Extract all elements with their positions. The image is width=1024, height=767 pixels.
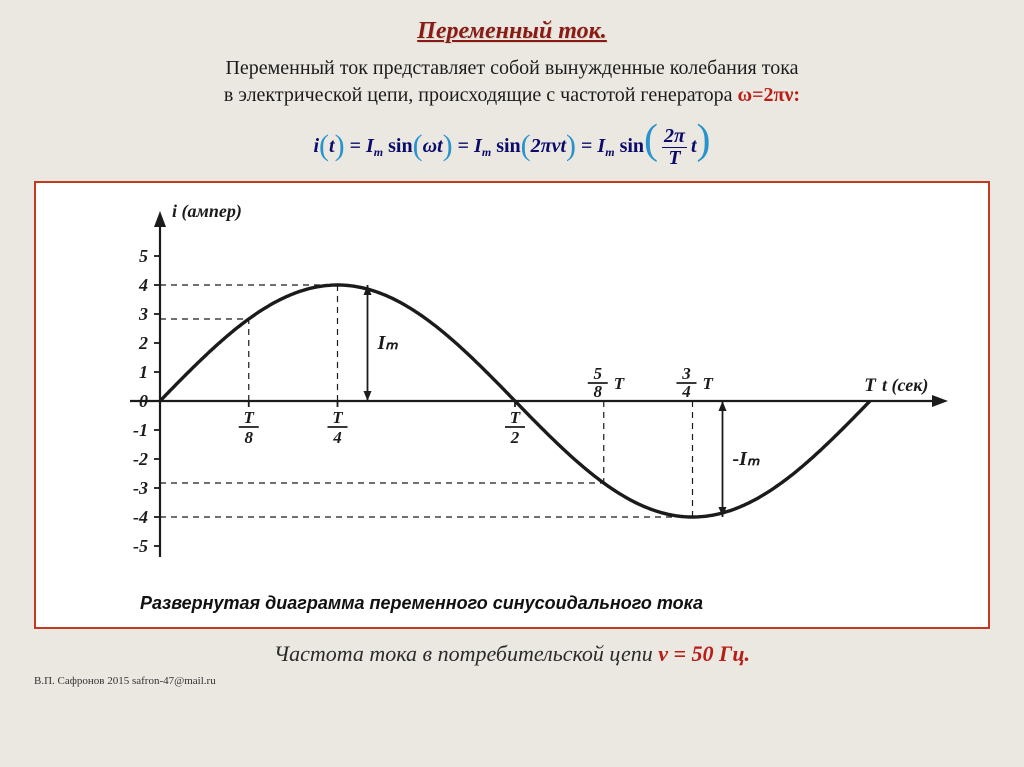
svg-text:t (сек): t (сек): [882, 375, 928, 396]
eq-wt: ωt: [423, 135, 443, 157]
sine-chart: i (ампер)t (сек)543210-1-2-3-4-5T8T4IₘT2…: [50, 191, 960, 621]
svg-text:-Iₘ: -Iₘ: [733, 448, 760, 470]
svg-text:-5: -5: [133, 536, 148, 556]
eq-Im2: I: [474, 135, 482, 157]
svg-text:-1: -1: [133, 420, 148, 440]
eq-sin3: sin: [620, 135, 644, 157]
svg-text:2: 2: [138, 333, 148, 353]
paren-icon: (: [644, 117, 658, 163]
eq-m: m: [374, 145, 383, 159]
eq-T: T: [662, 148, 687, 169]
lead-omega: ω=2πν: [738, 84, 794, 106]
svg-text:T: T: [703, 374, 714, 393]
chart-frame: i (ампер)t (сек)543210-1-2-3-4-5T8T4IₘT2…: [34, 181, 990, 629]
paren-icon: (: [413, 129, 423, 162]
svg-text:Iₘ: Iₘ: [377, 332, 399, 354]
lead-text: Переменный ток представляет собой вынужд…: [34, 55, 990, 109]
lead-line2-pre: в электрической цепи, происходящие с час…: [224, 84, 738, 106]
svg-text:1: 1: [139, 362, 148, 382]
equation: i(t) = Im sin(ωt) = Im sin(2πνt) = Im si…: [34, 115, 990, 169]
svg-text:T: T: [510, 408, 521, 427]
svg-text:Развернутая диаграмма переменн: Развернутая диаграмма переменного синусо…: [140, 593, 703, 613]
eq-m3: m: [605, 145, 614, 159]
svg-text:5: 5: [139, 246, 148, 266]
eq-sign: =: [458, 135, 474, 157]
svg-text:8: 8: [245, 428, 254, 447]
eq-m2: m: [482, 145, 491, 159]
paren-icon: ): [335, 129, 345, 162]
credit-line: В.П. Сафронов 2015 safron-47@mail.ru: [34, 675, 990, 687]
svg-text:8: 8: [594, 382, 603, 401]
eq-2pi: 2π: [662, 126, 687, 148]
eq-t: t: [329, 135, 335, 157]
svg-text:-4: -4: [133, 507, 148, 527]
svg-text:-3: -3: [133, 478, 148, 498]
svg-text:T: T: [332, 408, 343, 427]
page-title: Переменный ток.: [34, 18, 990, 45]
svg-text:-2: -2: [133, 449, 148, 469]
svg-text:4: 4: [332, 428, 342, 447]
paren-icon: (: [319, 129, 329, 162]
svg-text:T: T: [614, 374, 625, 393]
eq-sin2: sin: [496, 135, 520, 157]
bottom-note: Частота тока в потребительской цепи ν = …: [34, 641, 990, 667]
eq-2pnt: 2πνt: [531, 135, 566, 157]
lead-colon: :: [793, 84, 800, 106]
svg-text:2: 2: [510, 428, 520, 447]
bottom-value: ν = 50 Гц.: [658, 641, 750, 666]
paren-icon: (: [521, 129, 531, 162]
lead-line1: Переменный ток представляет собой вынужд…: [225, 57, 798, 79]
eq-tt: t: [691, 135, 697, 157]
bottom-pre: Частота тока в потребительской цепи: [274, 641, 658, 666]
svg-text:i (ампер): i (ампер): [172, 201, 242, 222]
paren-icon: ): [566, 129, 576, 162]
svg-text:3: 3: [681, 364, 691, 383]
svg-text:4: 4: [681, 382, 691, 401]
svg-text:4: 4: [138, 275, 148, 295]
paren-icon: ): [697, 117, 711, 163]
svg-text:3: 3: [138, 304, 148, 324]
eq-sign: =: [581, 135, 597, 157]
eq-Im: I: [366, 135, 374, 157]
eq-sin: sin: [388, 135, 412, 157]
eq-sign: =: [350, 135, 366, 157]
svg-text:T: T: [864, 375, 877, 396]
svg-text:T: T: [244, 408, 255, 427]
paren-icon: ): [443, 129, 453, 162]
svg-text:5: 5: [594, 364, 603, 383]
svg-text:0: 0: [139, 391, 148, 411]
